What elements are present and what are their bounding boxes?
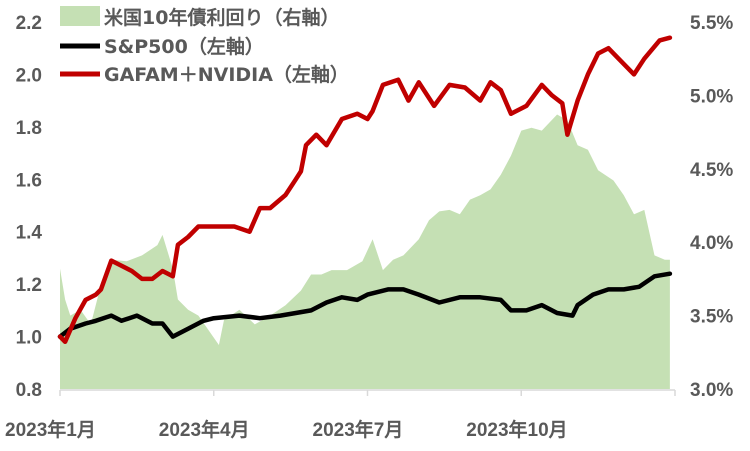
series-line-gafam xyxy=(57,35,673,345)
y-left-tick-label: 1.2 xyxy=(16,275,42,296)
y-left-tick-label: 1.6 xyxy=(16,170,42,191)
legend: 米国10年債利回り（右軸） S&P500（左軸） GAFAM＋NVIDIA（左軸… xyxy=(60,6,349,86)
series-area-yield xyxy=(60,114,670,389)
x-tick-label: 2023年10月 xyxy=(466,418,567,441)
y-left-tick-label: 1.0 xyxy=(16,328,42,349)
x-tick-label: 2023年7月 xyxy=(313,418,404,441)
x-tick-label: 2023年1月 xyxy=(5,418,96,441)
y-right-tick-label: 4.0% xyxy=(690,233,733,254)
x-tick-label: 2023年4月 xyxy=(159,418,250,441)
y-left-tick-label: 1.4 xyxy=(16,223,43,244)
legend-label-sp500: S&P500（左軸） xyxy=(104,35,264,58)
legend-swatch-yield xyxy=(60,6,100,26)
series-line-sp500 xyxy=(57,271,673,339)
y-left-tick-label: 2.2 xyxy=(16,13,42,34)
y-left-tick-label: 2.0 xyxy=(16,65,42,86)
y-right-tick-label: 5.5% xyxy=(690,13,733,34)
axis-layer: 2023年1月 2023年4月 2023年7月 2023年10月 0.8 1.0 1.2 1.… xyxy=(5,13,733,441)
line-layer xyxy=(57,35,673,345)
area-layer xyxy=(60,114,670,389)
legend-label-yield: 米国10年債利回り（右軸） xyxy=(104,6,339,29)
y-right-tick-label: 3.0% xyxy=(690,380,733,401)
y-right-tick-label: 3.5% xyxy=(690,307,733,328)
legend-label-gafam: GAFAM＋NVIDIA（左軸） xyxy=(104,63,349,86)
y-right-tick-label: 5.0% xyxy=(690,86,733,107)
y-left-tick-label: 0.8 xyxy=(16,380,42,401)
y-left-tick-label: 1.8 xyxy=(16,118,42,139)
y-right-tick-label: 4.5% xyxy=(690,160,733,181)
